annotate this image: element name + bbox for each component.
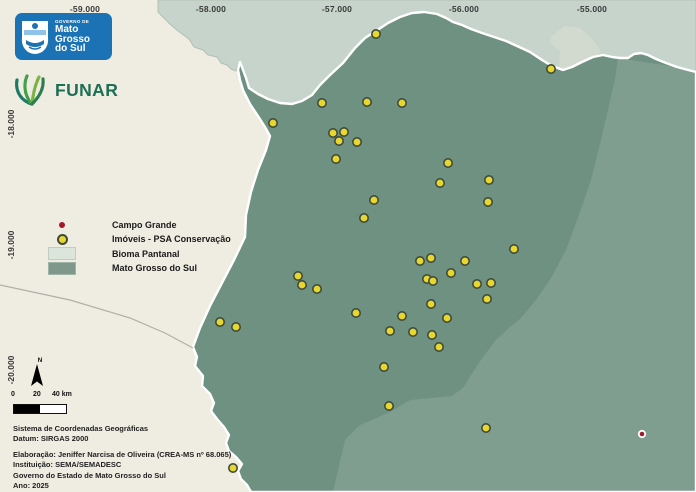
psa-point bbox=[483, 175, 494, 186]
scale-bar-segment bbox=[14, 405, 40, 413]
psa-point bbox=[267, 118, 278, 129]
scale-bar bbox=[13, 404, 67, 414]
funar-logo-label: FUNAR bbox=[55, 79, 119, 100]
psa-point bbox=[459, 255, 470, 266]
dark-swatch-symbol bbox=[48, 261, 76, 275]
psa-points-layer bbox=[215, 28, 556, 473]
funar-leaf-icon bbox=[15, 74, 45, 106]
funar-logo: FUNAR bbox=[13, 72, 118, 108]
yellow-dot-symbol bbox=[56, 233, 68, 245]
credits-line: Ano: 2025 bbox=[13, 481, 49, 491]
psa-point bbox=[481, 293, 492, 304]
psa-point bbox=[361, 97, 372, 108]
legend: Campo Grande Imóveis - PSA Conservação B… bbox=[45, 218, 231, 275]
campo-grande-point bbox=[637, 429, 647, 439]
psa-point bbox=[215, 316, 226, 327]
psa-point bbox=[231, 321, 242, 332]
credits-line: Governo do Estado de Mato Grosso do Sul bbox=[13, 470, 166, 480]
psa-point bbox=[350, 307, 361, 318]
psa-point bbox=[316, 98, 327, 109]
psa-point bbox=[433, 341, 444, 352]
axis-label-top: -58.000 bbox=[195, 4, 227, 14]
axis-label-left: -19.000 bbox=[6, 230, 16, 260]
psa-point bbox=[482, 197, 493, 208]
psa-point bbox=[228, 462, 239, 473]
legend-label: Imóveis - PSA Conservação bbox=[112, 234, 231, 245]
psa-point bbox=[333, 136, 344, 147]
legend-item-campo-grande: Campo Grande bbox=[45, 218, 231, 232]
psa-point bbox=[384, 325, 395, 336]
psa-point bbox=[471, 278, 482, 289]
credits-line: Datum: SIRGAS 2000 bbox=[13, 434, 89, 444]
psa-point bbox=[425, 253, 436, 264]
credits-line: Sistema de Coordenadas Geográficas bbox=[13, 424, 149, 433]
credits-line: Elaboração: Jeniffer Narcisa de Oliveira… bbox=[13, 450, 232, 459]
psa-point bbox=[292, 270, 303, 281]
psa-point bbox=[311, 283, 322, 294]
north-arrow-label: N bbox=[37, 357, 43, 364]
psa-point bbox=[396, 310, 407, 321]
legend-item-mato-grosso-do-sul: Mato Grosso do Sul bbox=[45, 261, 231, 275]
psa-point bbox=[296, 279, 307, 290]
psa-point bbox=[508, 244, 519, 255]
psa-point bbox=[425, 298, 436, 309]
psa-point bbox=[434, 178, 445, 189]
north-arrow: N bbox=[31, 357, 49, 386]
coat-of-arms-icon bbox=[21, 20, 49, 54]
psa-point bbox=[358, 213, 369, 224]
scale-tick: 20 bbox=[33, 391, 41, 398]
psa-point bbox=[441, 312, 452, 323]
psa-point bbox=[414, 255, 425, 266]
gov-logo-line: Mato bbox=[55, 24, 79, 36]
legend-item-imoveis-psa: Imóveis - PSA Conservação bbox=[45, 232, 231, 246]
psa-point bbox=[383, 400, 394, 411]
scale-bar-segment bbox=[40, 405, 66, 413]
psa-point bbox=[327, 128, 338, 139]
international-border-line bbox=[0, 284, 194, 349]
north-arrow-icon bbox=[31, 364, 43, 386]
legend-item-bioma-pantanal: Bioma Pantanal bbox=[45, 247, 231, 261]
psa-point bbox=[351, 137, 362, 148]
government-logo: GOVERNO DE Mato Grosso do Sul bbox=[15, 13, 112, 60]
psa-point bbox=[426, 329, 437, 340]
elaboration-note: Elaboração: Jeniffer Narcisa de Oliveira… bbox=[13, 450, 231, 492]
psa-point bbox=[330, 154, 341, 165]
legend-label: Mato Grosso do Sul bbox=[112, 263, 198, 274]
red-dot-symbol bbox=[59, 222, 65, 229]
gov-logo-line: do Sul bbox=[55, 43, 86, 55]
scale-tick: 40 km bbox=[52, 391, 72, 398]
psa-point bbox=[485, 277, 496, 288]
psa-point bbox=[480, 422, 491, 433]
axis-label-top: -57.000 bbox=[321, 4, 353, 14]
psa-point bbox=[407, 326, 418, 337]
gov-logo-line: Grosso bbox=[55, 33, 91, 45]
psa-point bbox=[368, 195, 379, 206]
state-eastern-shade bbox=[333, 58, 696, 492]
credits-line: Instituição: SEMA/SEMADESC bbox=[13, 460, 122, 470]
legend-label: Campo Grande bbox=[112, 220, 177, 231]
psa-point bbox=[445, 267, 456, 278]
axis-label-top: -56.000 bbox=[448, 4, 480, 14]
psa-point bbox=[442, 158, 453, 169]
psa-point bbox=[545, 64, 556, 75]
axis-label-top: -59.000 bbox=[69, 4, 101, 14]
coordinate-system-note: Sistema de Coordenadas Geográficas Datum… bbox=[13, 424, 148, 445]
scale-tick: 0 bbox=[11, 391, 15, 398]
psa-point bbox=[427, 275, 438, 286]
psa-point bbox=[378, 361, 389, 372]
psa-point bbox=[370, 28, 381, 39]
legend-label: Bioma Pantanal bbox=[112, 248, 180, 259]
light-swatch-symbol bbox=[48, 247, 76, 261]
gov-logo-small-label: GOVERNO DE bbox=[55, 19, 90, 25]
psa-point bbox=[396, 98, 407, 109]
mato-grosso-do-sul-region bbox=[191, 10, 696, 492]
psa-point bbox=[338, 127, 349, 138]
axis-label-top: -55.000 bbox=[576, 4, 608, 14]
